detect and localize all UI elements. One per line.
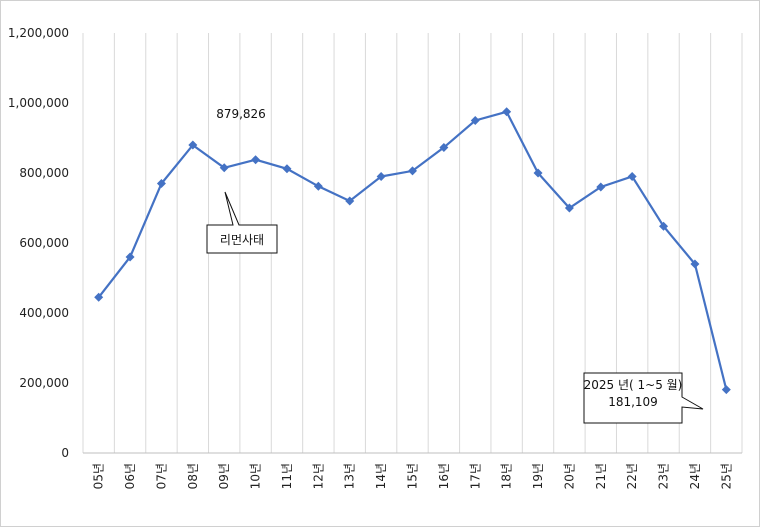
callout-2025-line1: 2025 년( 1~5 월) — [584, 378, 683, 392]
data-point-marker — [721, 385, 731, 395]
data-point-marker — [219, 163, 229, 173]
data-point-marker — [564, 203, 574, 213]
data-point-marker — [439, 142, 449, 152]
x-tick-label: 11년 — [280, 463, 294, 489]
data-point-marker — [690, 259, 700, 269]
callout-2025-box — [583, 372, 704, 424]
callout-2025-line2: 181,109 — [608, 395, 658, 409]
data-point-marker — [502, 107, 512, 117]
data-point-marker — [313, 181, 323, 191]
data-point-marker — [345, 196, 355, 206]
y-tick-label: 600,000 — [19, 236, 69, 250]
y-tick-label: 1,000,000 — [8, 96, 69, 110]
peak-data-label: 879,826 — [216, 107, 266, 121]
data-point-marker — [125, 252, 135, 262]
y-tick-labels: 0 200,000 400,000 600,000 800,000 1,000,000 1,… — [8, 26, 69, 460]
x-tick-label: 15년 — [406, 463, 420, 489]
series-markers — [94, 107, 731, 395]
x-tick-label: 12년 — [311, 463, 325, 489]
data-point-marker — [470, 116, 480, 125]
x-tick-labels: 05년 06년 07년 08년 09년 10년 11년 12년 13년 14년 15년 16년 17년 1… — [92, 463, 734, 489]
data-point-marker — [533, 168, 543, 178]
x-tick-label: 13년 — [343, 463, 357, 489]
data-point-marker — [156, 179, 166, 188]
x-tick-label: 20년 — [562, 463, 576, 489]
y-tick-label: 1,200,000 — [8, 26, 69, 40]
x-tick-label: 09년 — [217, 463, 231, 489]
data-point-marker — [408, 166, 417, 176]
callout-lehman: 리먼사태 — [206, 191, 278, 254]
data-point-marker — [596, 182, 606, 192]
callout-lehman-box — [206, 191, 278, 254]
x-tick-label: 23년 — [657, 463, 671, 489]
x-tick-label: 19년 — [531, 463, 545, 489]
x-tick-label: 05년 — [92, 463, 106, 489]
series-line — [97, 110, 728, 390]
data-point-marker — [251, 155, 261, 165]
data-point-marker — [282, 164, 292, 174]
data-point-marker — [627, 172, 637, 181]
x-tick-label: 24년 — [688, 463, 702, 489]
x-tick-label: 17년 — [468, 463, 482, 489]
callout-lehman-text: 리먼사태 — [220, 233, 264, 247]
x-tick-label: 16년 — [437, 463, 451, 489]
x-tick-label: 21년 — [594, 463, 608, 489]
y-tick-label: 200,000 — [19, 376, 69, 390]
data-point-marker — [659, 221, 669, 231]
x-tick-label: 18년 — [500, 463, 514, 489]
y-tick-label: 400,000 — [19, 306, 69, 320]
x-tick-label: 06년 — [123, 463, 137, 489]
y-tick-label: 0 — [61, 446, 69, 460]
x-tick-label: 10년 — [249, 463, 263, 489]
x-tick-label: 07년 — [154, 463, 168, 489]
x-tick-label: 25년 — [719, 463, 733, 489]
data-point-marker — [188, 140, 198, 150]
y-tick-label: 800,000 — [19, 166, 69, 180]
x-tick-label: 22년 — [625, 463, 639, 489]
x-tick-label: 14년 — [374, 463, 388, 489]
data-point-marker — [376, 172, 386, 181]
data-point-marker — [94, 292, 104, 302]
x-tick-label: 08년 — [186, 463, 200, 489]
vertical-gridlines — [82, 33, 743, 453]
callout-2025: 2025 년( 1~5 월) 181,109 — [583, 372, 704, 424]
